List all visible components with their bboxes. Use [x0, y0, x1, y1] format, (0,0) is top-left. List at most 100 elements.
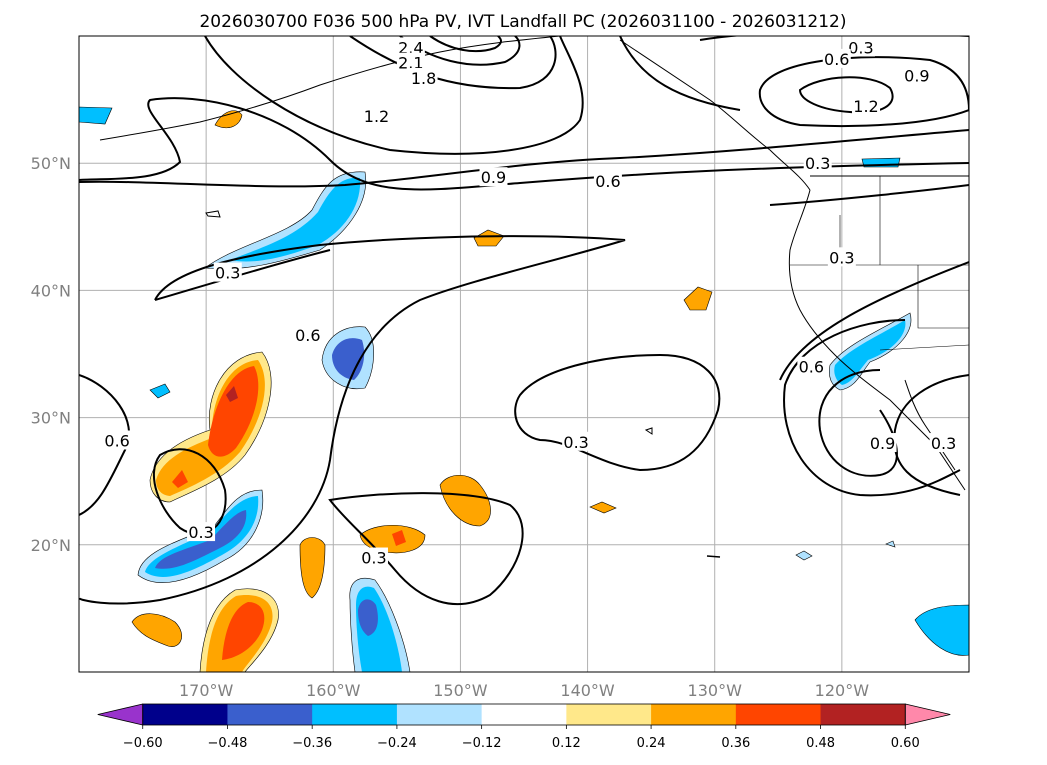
- contour-label: 0.3: [848, 38, 873, 57]
- colorbar-tick-label: −0.60: [123, 736, 163, 751]
- contour-label-bg: [293, 324, 322, 344]
- contour-label-bg: [803, 153, 832, 173]
- neg-patch-hawaii-dark: [358, 599, 378, 636]
- contour-label-bg: [846, 37, 875, 57]
- contour-label-bg: [103, 430, 132, 450]
- colorbar: −0.60 −0.48 −0.36 −0.24 −0.12 0.12 0.24 0.36 0.4…: [97, 703, 951, 751]
- contour-label: 0.9: [870, 434, 895, 453]
- contour-1.8: [349, 36, 557, 90]
- contour-label-bg: [868, 433, 897, 453]
- border-mexico: [879, 344, 969, 351]
- contour-label: 0.3: [563, 433, 588, 452]
- contour-label: 0.6: [104, 431, 129, 450]
- contour-labels: 2.42.11.81.20.9 0.60.30.60.91.20.30.30.30…: [103, 37, 958, 568]
- colorbar-tick-label: −0.36: [292, 736, 332, 751]
- neg-patch-small1: [149, 383, 171, 399]
- lat-tick-label: 30°N: [31, 409, 71, 428]
- colorbar-segment: [566, 704, 652, 725]
- contour-label: 0.3: [361, 549, 386, 568]
- colorbar-tick-label: 0.48: [806, 736, 835, 751]
- contour-0.6-west: [79, 374, 130, 516]
- pos-patch-south-core: [222, 602, 265, 660]
- pos-patch-west-small: [172, 470, 188, 488]
- pos-patch-tiny: [589, 501, 617, 514]
- contour-2.1: [399, 36, 521, 66]
- colorbar-tick-label: 0.24: [637, 736, 666, 751]
- contour-0.3-canada: [769, 184, 969, 206]
- pos-patch-west-dark: [226, 386, 238, 402]
- contour-label-bg: [359, 547, 388, 567]
- lon-tick-label: 140°W: [560, 681, 615, 700]
- contour-label: 0.3: [215, 264, 240, 283]
- island-small: [644, 427, 653, 435]
- contour-label-bg: [396, 37, 425, 57]
- lat-tick-label: 50°N: [31, 154, 71, 173]
- neg-patch-tiny2: [885, 540, 896, 548]
- contour-label-bg: [213, 262, 242, 282]
- contour-label: 0.6: [799, 358, 824, 377]
- contour-0.6-socal: [893, 374, 969, 496]
- contour-0.9-coast: [818, 369, 898, 477]
- pos-patch-west-core: [208, 366, 259, 457]
- colorbar-outline: [142, 703, 906, 726]
- colorbar-tick-label: 0.12: [552, 736, 581, 751]
- colorbar-segment: [396, 704, 483, 725]
- contour-label-bg: [852, 95, 881, 115]
- contour-label: 1.2: [853, 97, 878, 116]
- neg-patch-california-core: [834, 320, 906, 385]
- neg-patch-aleutian-w: [79, 106, 113, 125]
- coastline-alaska: [99, 36, 561, 141]
- colorbar-segment: [820, 704, 906, 725]
- colorbar-extend-low: [97, 703, 144, 726]
- lon-tick-label: 160°W: [306, 681, 361, 700]
- pos-patch-center: [439, 474, 491, 527]
- neg-patch-gulf-core: [230, 177, 361, 262]
- map-frame: [78, 35, 970, 673]
- coastline-panhandle: [619, 39, 811, 191]
- colorbar-tick-label: 0.36: [721, 736, 750, 751]
- pos-patch-small-north: [473, 229, 505, 247]
- contour-label-bg: [187, 522, 216, 542]
- lon-tick-label: 170°W: [179, 681, 234, 700]
- lon-tick-label: 120°W: [815, 681, 870, 700]
- contour-0.6-north: [79, 97, 969, 191]
- chart-title: 2026030700 F036 500 hPa PV, IVT Landfall…: [199, 12, 846, 32]
- contour-label: 0.6: [595, 172, 620, 191]
- border-states: [790, 176, 969, 329]
- colorbar-segment: [481, 704, 567, 725]
- map-background: [79, 36, 969, 672]
- axis-labels: 170°W 160°W 150°W 140°W 130°W 120°W 20°N 30°N 40…: [31, 154, 870, 700]
- contour-label-bg: [409, 67, 438, 87]
- contour-label: 0.3: [931, 434, 956, 453]
- contour-label-bg: [479, 167, 508, 187]
- colorbar-tick-label: 0.60: [891, 736, 920, 751]
- contour-label: 0.9: [904, 66, 929, 85]
- contour-label: 2.4: [398, 38, 423, 57]
- contour-label: 0.3: [805, 154, 830, 173]
- contour-label-bg: [822, 48, 851, 68]
- colorbar-segment: [227, 704, 313, 725]
- colorbar-tick-label: −0.24: [377, 736, 417, 751]
- contour-label-bg: [827, 247, 856, 267]
- lat-tick-label: 40°N: [31, 281, 71, 300]
- colorbar-segment: [142, 704, 228, 725]
- colorbar-tick-label: −0.12: [462, 736, 502, 751]
- contour-label: 0.3: [188, 523, 213, 542]
- contour-label: 0.9: [481, 168, 506, 187]
- contour-label-bg: [562, 431, 591, 451]
- lon-tick-label: 130°W: [688, 681, 743, 700]
- pos-patch-sw-orange: [131, 613, 182, 647]
- pos-patch-hawaii-w: [299, 537, 326, 599]
- colorbar-extend-high: [904, 703, 951, 726]
- pos-patch-small-east: [683, 286, 713, 311]
- lat-tick-label: 20°N: [31, 536, 71, 555]
- neg-patch-tiny1: [795, 550, 813, 561]
- contour-1.2-east: [798, 76, 894, 114]
- contour-label: 2.1: [398, 54, 423, 73]
- neg-patch-sw-dark: [155, 510, 247, 569]
- contour-1.2: [204, 36, 584, 155]
- colorbar-tick-label: −0.48: [208, 736, 248, 751]
- island-hawaii: [706, 555, 721, 558]
- contour-label: 1.8: [411, 69, 436, 88]
